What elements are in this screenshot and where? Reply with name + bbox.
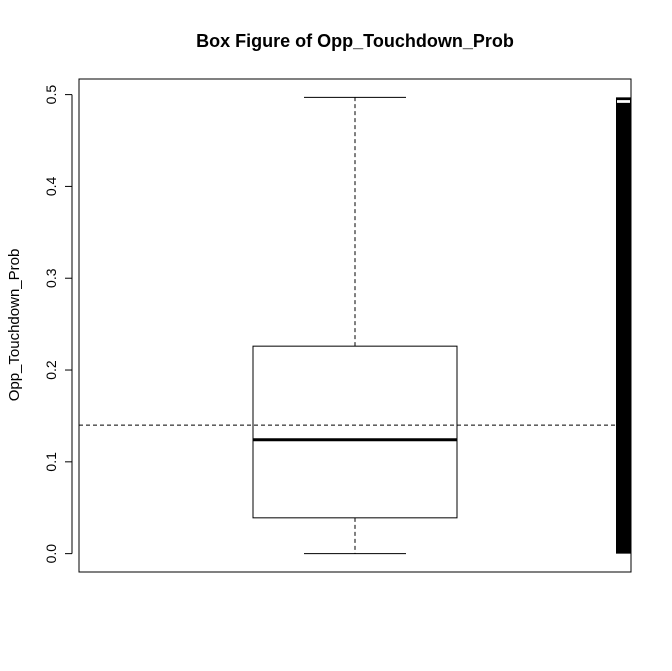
- y-tick-label: 0.3: [43, 268, 59, 288]
- y-axis-label: Opp_Touchdown_Prob: [6, 249, 23, 402]
- y-tick-label: 0.2: [43, 360, 59, 380]
- iqr-box: [252, 345, 458, 519]
- y-tick-label: 0.5: [43, 85, 59, 105]
- plot-content: [79, 96, 631, 555]
- y-tick-label: 0.1: [43, 452, 59, 472]
- rug-bar: [616, 97, 631, 554]
- chart-title: Box Figure of Opp_Touchdown_Prob: [196, 31, 514, 51]
- rug-gap: [617, 100, 630, 103]
- y-tick-label: 0.4: [43, 176, 59, 196]
- y-axis: 0.0 0.1 0.2 0.3 0.4 0.5: [43, 85, 73, 564]
- y-tick-label: 0.0: [43, 544, 59, 564]
